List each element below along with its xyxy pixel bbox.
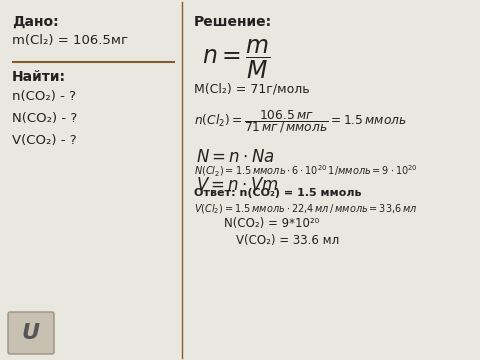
Text: n(CO₂) - ?: n(CO₂) - ?: [12, 90, 76, 103]
Text: m(Cl₂) = 106.5мг: m(Cl₂) = 106.5мг: [12, 34, 128, 47]
Text: $\mathit{n}(\mathit{Cl}_2) = \dfrac{106.5\,мг}{71\,мг\,/\,ммоль} = 1.5\,ммоль$: $\mathit{n}(\mathit{Cl}_2) = \dfrac{106.…: [194, 108, 407, 135]
Text: $\mathit{V} = \mathit{n} \cdot \mathit{Vm}$: $\mathit{V} = \mathit{n} \cdot \mathit{V…: [196, 176, 278, 194]
Text: $\mathit{N} = \mathit{n} \cdot \mathit{Na}$: $\mathit{N} = \mathit{n} \cdot \mathit{N…: [196, 148, 275, 166]
Text: $\mathit{n} = \dfrac{\mathit{m}}{\mathit{M}}$: $\mathit{n} = \dfrac{\mathit{m}}{\mathit…: [202, 38, 271, 81]
Text: Найти:: Найти:: [12, 70, 66, 84]
Text: $V(Cl_2) = 1.5\,ммоль \cdot 22{,}4\,мл\,/\,ммоль = 33{,}6\,мл$: $V(Cl_2) = 1.5\,ммоль \cdot 22{,}4\,мл\,…: [194, 202, 418, 216]
Text: Решение:: Решение:: [194, 15, 272, 29]
Text: N(CO₂) = 9*10²⁰: N(CO₂) = 9*10²⁰: [224, 217, 319, 230]
Text: Дано:: Дано:: [12, 15, 59, 29]
Text: U: U: [22, 323, 40, 343]
Text: M(Cl₂) = 71г/моль: M(Cl₂) = 71г/моль: [194, 82, 310, 95]
Text: V(CO₂) = 33.6 мл: V(CO₂) = 33.6 мл: [236, 234, 339, 247]
Text: N(CO₂) - ?: N(CO₂) - ?: [12, 112, 77, 125]
Text: $N(Cl_2) = 1.5\,ммоль \cdot 6 \cdot 10^{20}\,1/ммоль = 9 \cdot 10^{20}$: $N(Cl_2) = 1.5\,ммоль \cdot 6 \cdot 10^{…: [194, 164, 418, 179]
Text: Ответ: n(CO₂) = 1.5 ммоль: Ответ: n(CO₂) = 1.5 ммоль: [194, 188, 361, 198]
FancyBboxPatch shape: [8, 312, 54, 354]
Text: V(CO₂) - ?: V(CO₂) - ?: [12, 134, 77, 147]
